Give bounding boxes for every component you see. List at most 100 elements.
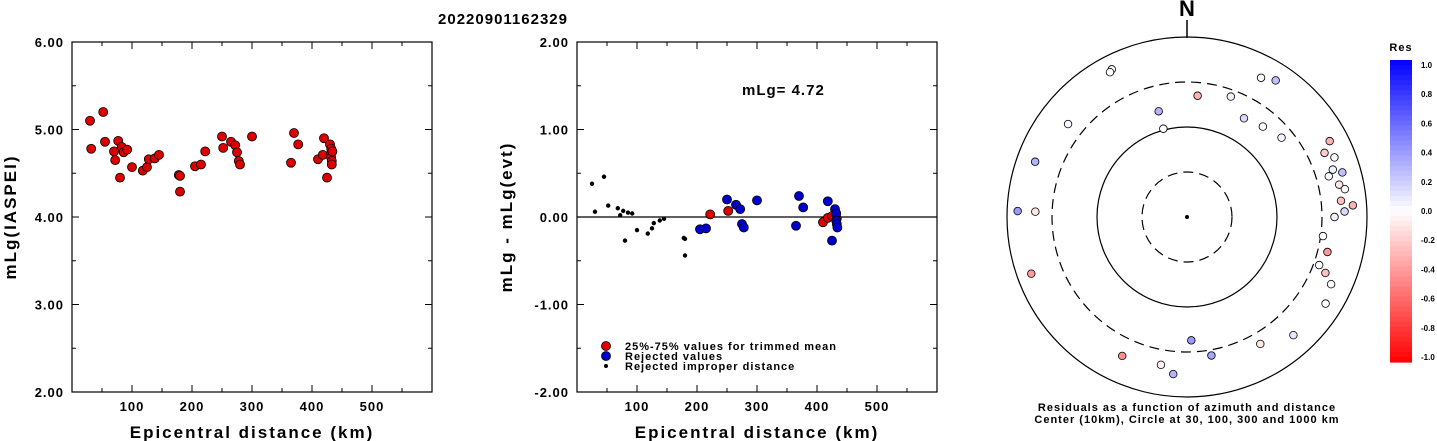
axis-ticks: 100 200 300 400 500 2.00 3.00 4.00 5.00 6.00 xyxy=(35,35,432,414)
data-point xyxy=(85,115,95,126)
data-point xyxy=(621,208,626,214)
residual-point xyxy=(1289,330,1298,340)
x-tick-label: 400 xyxy=(805,399,830,414)
colorbar-segment xyxy=(1390,75,1412,81)
residual-point xyxy=(1328,165,1338,174)
x-tick-label: 100 xyxy=(120,399,145,414)
residual-point xyxy=(1330,153,1339,162)
data-point xyxy=(142,162,152,173)
residual-point xyxy=(1318,231,1328,241)
data-point xyxy=(293,139,304,150)
residual-point xyxy=(1324,172,1333,181)
x-tick-label: 100 xyxy=(625,399,650,414)
legend-marker-rejected xyxy=(601,351,611,361)
residual-point xyxy=(1340,184,1350,194)
residual-point xyxy=(1105,67,1115,77)
colorbar-segment xyxy=(1390,120,1412,127)
axis-ticks: 100 200 300 400 500 -2.00 -1.00 0.00 1.00 2.00 xyxy=(534,35,937,414)
y-tick-label: 3.00 xyxy=(35,298,64,313)
residual-point xyxy=(1320,148,1329,158)
residual-point xyxy=(1030,157,1040,166)
colorbar-segment xyxy=(1390,190,1412,197)
residual-point xyxy=(1031,207,1040,216)
panel-polar: N Residuals as a function of azimuth and… xyxy=(1006,0,1435,426)
residual-point xyxy=(1321,268,1330,278)
colorbar-segment xyxy=(1390,95,1412,101)
residual-point xyxy=(1239,114,1249,123)
colorbar-segment xyxy=(1390,311,1412,318)
colorbar-segment xyxy=(1390,145,1412,152)
data-point xyxy=(723,205,734,216)
colorbar-segment xyxy=(1390,356,1412,363)
data-points xyxy=(589,174,843,258)
mlg-annotation: mLg= 4.72 xyxy=(742,82,825,99)
colorbar-segment xyxy=(1390,110,1412,116)
data-point xyxy=(682,253,688,258)
colorbar-tick-label: -0.4 xyxy=(1421,265,1435,274)
data-point xyxy=(618,213,623,218)
data-point xyxy=(705,209,716,220)
colorbar-segment xyxy=(1390,241,1412,247)
residual-point xyxy=(1338,168,1347,177)
data-point xyxy=(289,128,299,138)
x-tick-label: 300 xyxy=(240,399,265,414)
colorbar-segment xyxy=(1390,70,1412,76)
ring-30km xyxy=(1141,171,1233,263)
colorbar-segment xyxy=(1390,216,1412,222)
colorbar-segment xyxy=(1390,90,1412,96)
data-point xyxy=(154,149,164,160)
residual-point xyxy=(1154,107,1163,116)
data-point xyxy=(651,220,656,226)
x-tick-label: 400 xyxy=(300,399,325,414)
colorbar-segment xyxy=(1390,65,1412,71)
colorbar-segment xyxy=(1390,351,1412,358)
data-point xyxy=(317,149,328,160)
colorbar-segment xyxy=(1390,331,1412,338)
residual-point xyxy=(1277,133,1286,142)
data-point xyxy=(127,162,137,173)
residual-point xyxy=(1336,196,1346,206)
colorbar-segment xyxy=(1390,326,1412,333)
data-point xyxy=(217,131,227,142)
colorbar-segment xyxy=(1390,306,1412,313)
plot-frame xyxy=(71,41,433,393)
data-point xyxy=(200,146,211,157)
residual-point xyxy=(1323,247,1332,257)
data-point xyxy=(196,159,206,170)
x-axis-label: Epicentral distance (km) xyxy=(635,423,880,441)
data-point xyxy=(326,159,337,170)
colorbar-segment xyxy=(1390,346,1412,353)
data-point xyxy=(701,223,711,234)
colorbar-segment xyxy=(1390,125,1412,132)
colorbar-segment xyxy=(1390,195,1412,202)
legend-marker-trimmed xyxy=(601,341,611,351)
legend-label-trimmed: 25%-75% values for trimmed mean xyxy=(625,341,837,353)
data-point xyxy=(327,146,338,157)
residual-point xyxy=(1226,92,1236,101)
x-tick-label: 500 xyxy=(360,399,385,414)
colorbar-segment xyxy=(1390,200,1412,207)
colorbar-tick-label: 0.8 xyxy=(1421,90,1433,99)
colorbar-segment xyxy=(1390,115,1412,121)
data-point xyxy=(122,144,133,155)
data-point xyxy=(630,211,635,216)
data-point xyxy=(218,142,229,153)
data-point xyxy=(601,174,607,179)
colorbar-tick-label: 0.4 xyxy=(1421,149,1433,158)
colorbar-segment xyxy=(1390,180,1412,187)
colorbar: 1.0 0.8 0.6 0.4 0.2 0.0 -0.2 -0.4 -0.6 -0.8 -1.0 xyxy=(1390,60,1435,363)
data-point xyxy=(645,231,650,236)
data-point xyxy=(86,143,97,154)
colorbar-tick-label: -1.0 xyxy=(1421,353,1435,362)
y-tick-label: 5.00 xyxy=(35,123,64,138)
colorbar-segment xyxy=(1390,231,1412,237)
residual-point xyxy=(1321,299,1330,308)
colorbar-segment xyxy=(1390,211,1412,217)
data-point xyxy=(235,159,245,170)
residual-point xyxy=(1271,76,1280,85)
colorbar-segment xyxy=(1390,105,1412,111)
residual-point xyxy=(1348,201,1358,210)
caption-line-2: Center (10km), Circle at 30, 100, 300 an… xyxy=(1034,414,1339,426)
y-tick-label: 2.00 xyxy=(35,385,64,400)
data-point xyxy=(286,157,296,168)
